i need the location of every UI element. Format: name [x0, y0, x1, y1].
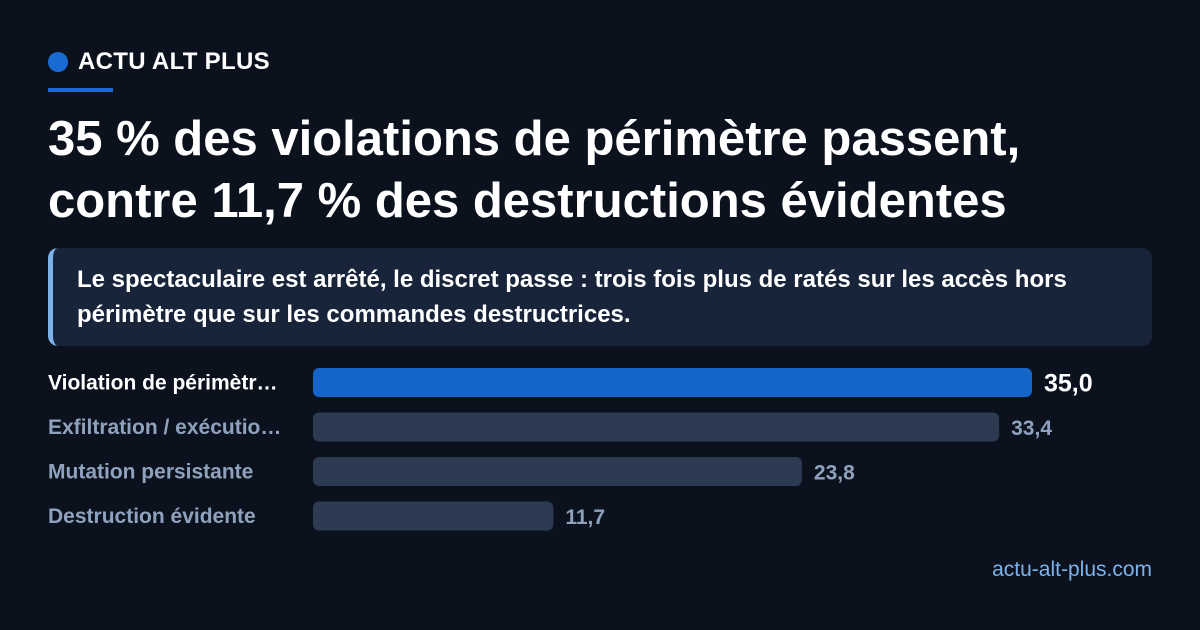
subtitle-callout: Le spectaculaire est arrêté, le discret … — [48, 248, 1152, 346]
bar — [313, 412, 1000, 442]
brand: ACTU ALT PLUS — [48, 48, 270, 76]
bar — [313, 368, 1032, 397]
bar-category-label: Mutation persistante — [48, 461, 253, 484]
bar — [313, 501, 554, 531]
bar-value-label: 11,7 — [565, 506, 605, 529]
brand-name: ACTU ALT PLUS — [78, 48, 270, 75]
bar-value-label: 35,0 — [1044, 370, 1093, 398]
brand-dot-icon — [48, 52, 68, 72]
source-link[interactable]: actu-alt-plus.com — [992, 558, 1152, 581]
bar — [313, 457, 802, 486]
bar-category-label: Exfiltration / exécutio… — [48, 416, 281, 439]
bar-value-label: 23,8 — [814, 462, 855, 485]
bar-value-label: 33,4 — [1011, 417, 1052, 440]
brand-underline — [48, 88, 113, 92]
subtitle-text: Le spectaculaire est arrêté, le discret … — [77, 266, 1067, 328]
page-title: 35 % des violations de périmètre passent… — [48, 112, 1021, 228]
bar-category-label: Violation de périmètr… — [48, 372, 278, 395]
bar-category-label: Destruction évidente — [48, 505, 256, 528]
